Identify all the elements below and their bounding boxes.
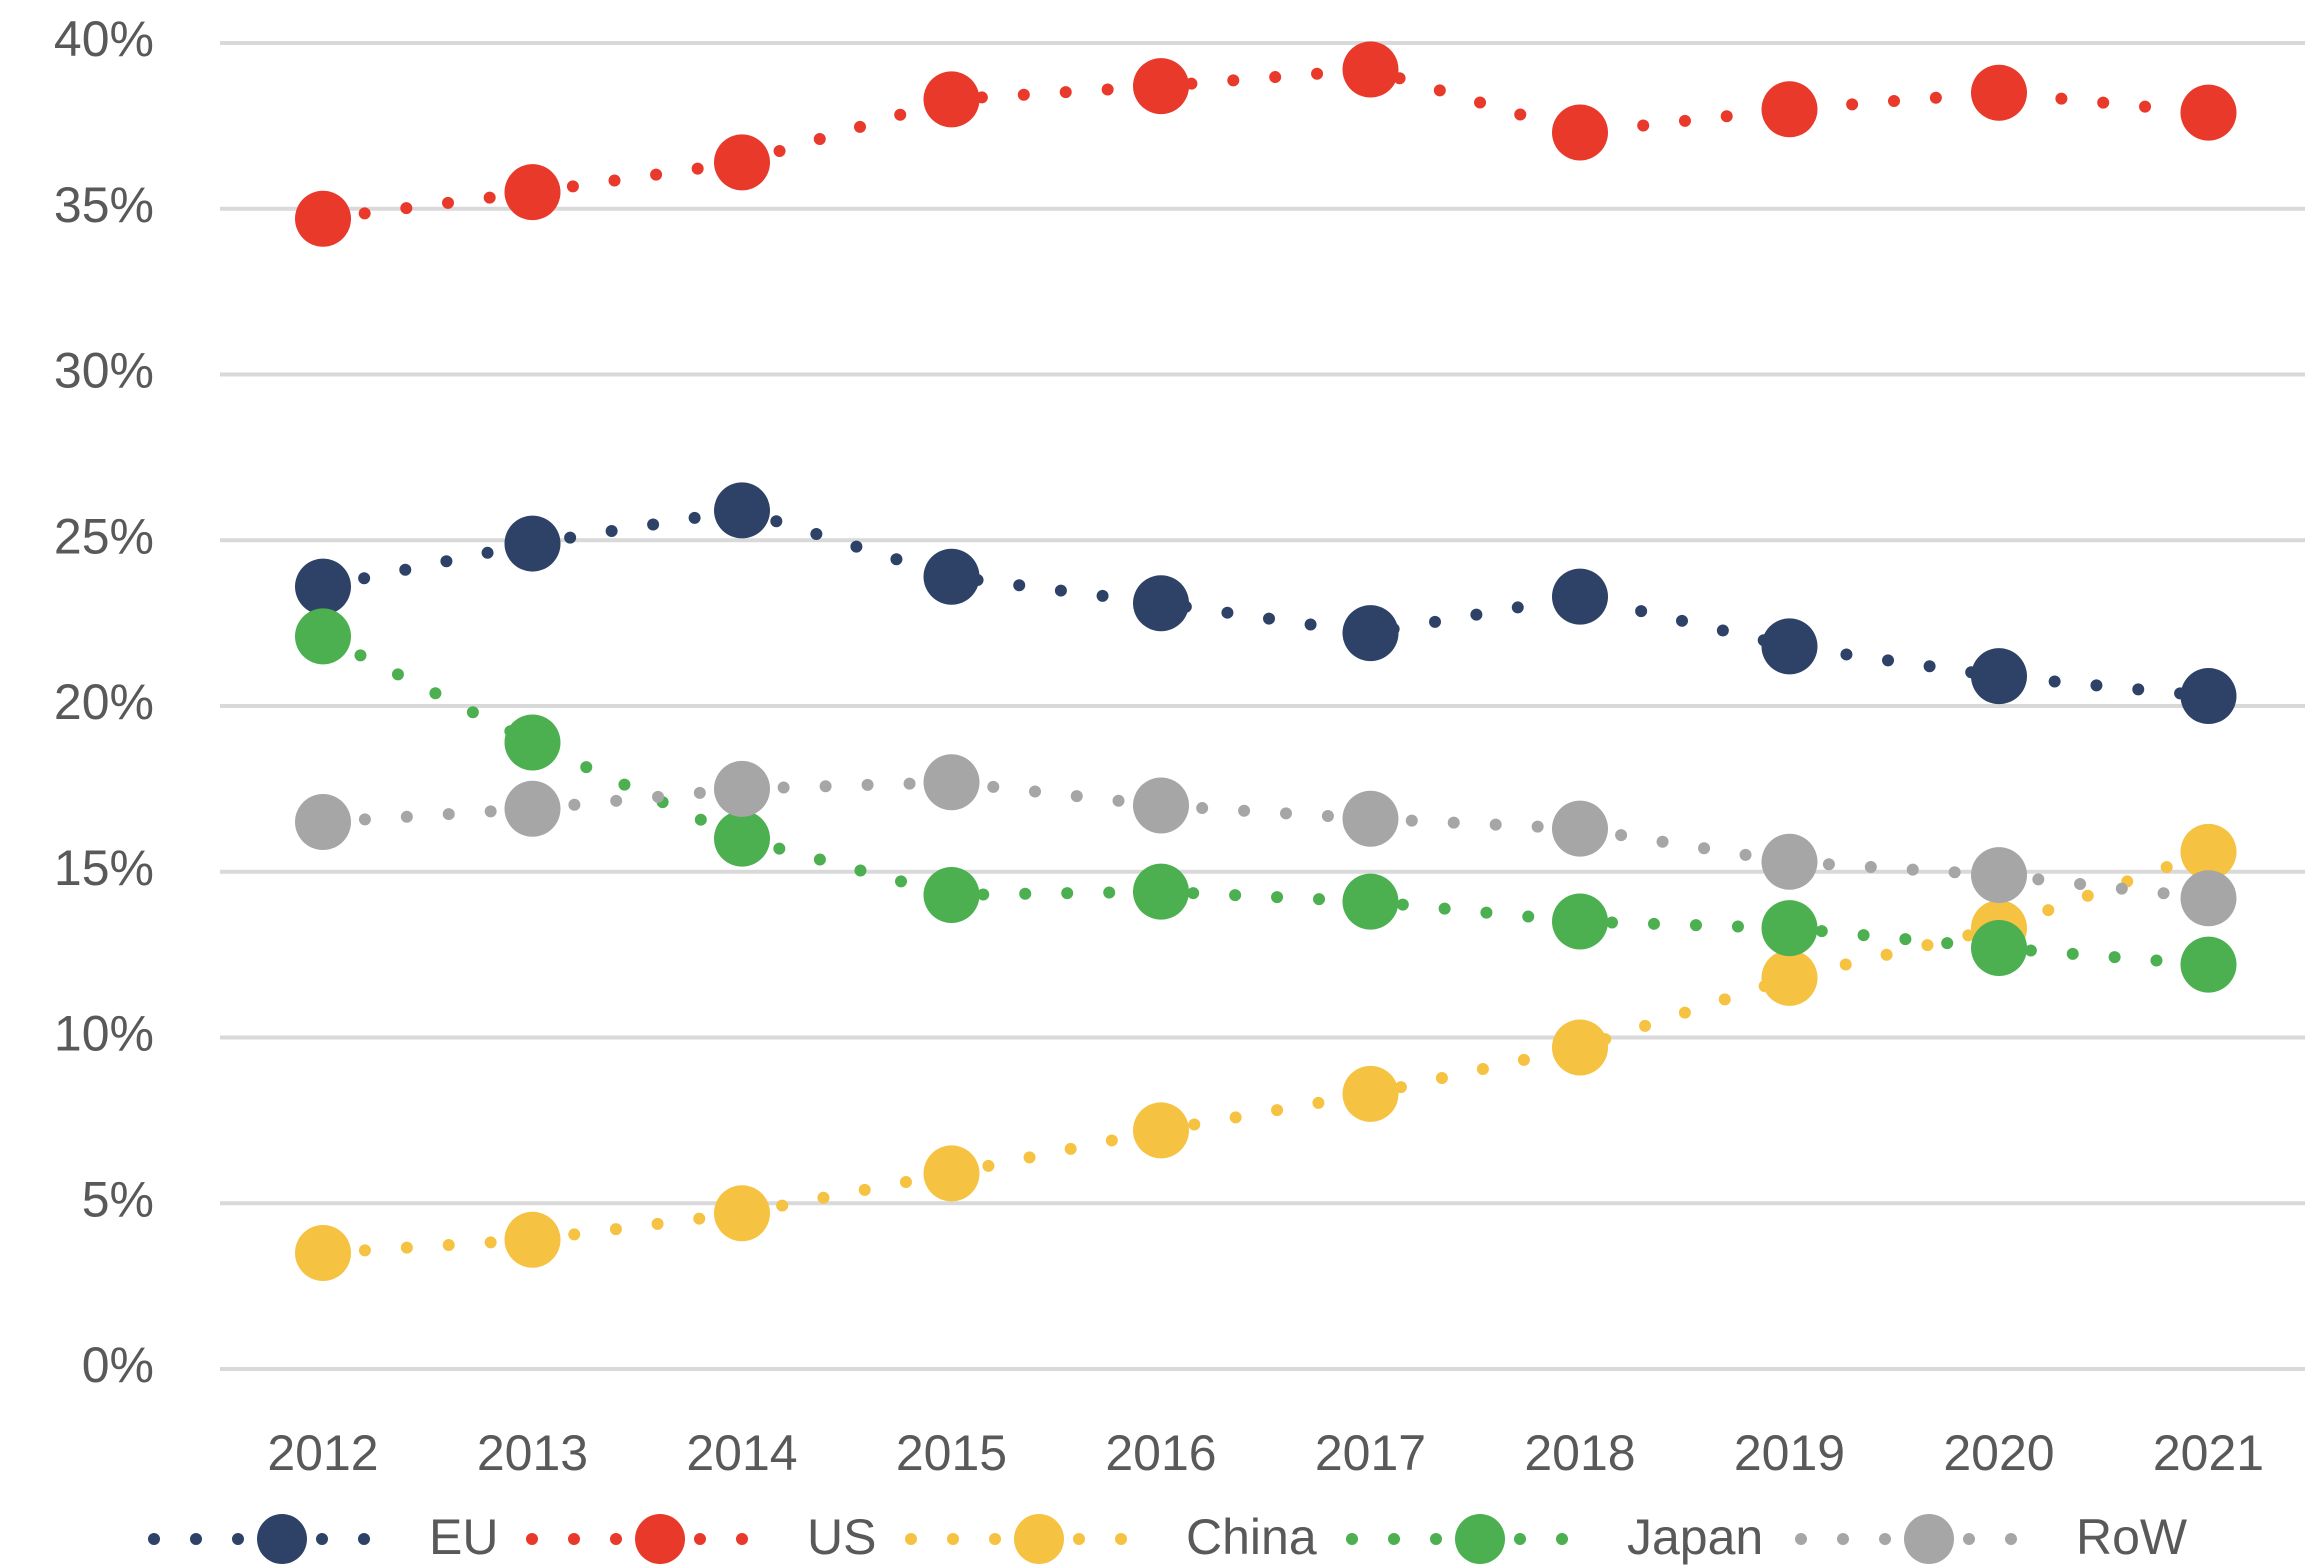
marker [2180,823,2237,880]
x-tick-label: 2021 [2153,1425,2264,1481]
marker [295,1224,351,1281]
legend-label: RoW [2076,1509,2188,1565]
legend-marker [1455,1514,1505,1564]
x-tick-label: 2019 [1734,1425,1845,1481]
x-tick-label: 2017 [1315,1425,1426,1481]
x-tick-label: 2014 [686,1425,797,1481]
marker [2180,668,2237,725]
marker [1342,790,1399,847]
marker [295,608,351,665]
marker [923,1145,980,1202]
marker [2180,870,2237,927]
marker [1552,568,1608,625]
marker [1971,648,2027,705]
marker [504,780,561,837]
marker [1552,800,1608,857]
series-line [317,845,2215,1259]
y-tick-label: 0% [82,1337,154,1393]
marker [1761,618,1818,675]
series-line [317,776,2215,905]
marker [714,134,770,191]
marker [1133,777,1189,834]
y-tick-label: 20% [54,674,154,730]
marker [1552,893,1608,950]
series-line [317,504,2215,703]
marker [1342,41,1399,98]
marker [1133,58,1189,115]
marker [1761,900,1818,957]
y-tick-label: 40% [54,11,154,67]
x-tick-label: 2012 [267,1425,378,1481]
legend-marker [1014,1514,1064,1564]
marker [504,1211,561,1268]
marker [714,810,770,867]
marker [714,760,770,817]
x-tick-label: 2013 [477,1425,588,1481]
marker [714,482,770,539]
legend-marker [1904,1514,1954,1564]
marker [2180,84,2237,141]
marker [1761,833,1818,890]
marker [923,548,980,605]
marker [1761,81,1818,138]
marker [1761,949,1818,1006]
marker [1133,575,1189,632]
marker [1133,863,1189,920]
y-tick-label: 25% [54,508,154,564]
marker [923,71,980,128]
x-tick-label: 2018 [1524,1425,1635,1481]
legend-label: China [1186,1509,1317,1565]
marker [2180,936,2237,993]
y-tick-label: 10% [54,1006,154,1062]
marker [1552,1019,1608,1076]
marker [1552,104,1608,161]
marker [504,714,561,771]
legend-label: Japan [1627,1509,1763,1565]
y-tick-label: 30% [54,343,154,399]
marker [504,164,561,221]
marker [1342,873,1399,930]
marker [295,794,351,851]
marker [923,866,980,923]
legend-label: US [807,1509,876,1565]
x-tick-label: 2015 [896,1425,1007,1481]
y-tick-label: 35% [54,177,154,233]
marker [1342,605,1399,662]
marker [1971,64,2027,121]
legend-marker [635,1514,685,1564]
marker [1342,1065,1399,1122]
series-line [317,630,2215,971]
y-tick-label: 5% [82,1171,154,1227]
marker [295,558,351,615]
marker [1971,919,2027,976]
marker [295,190,351,247]
marker [1971,847,2027,904]
legend-label: EU [429,1509,498,1565]
y-tick-label: 15% [54,840,154,896]
legend-marker [257,1514,307,1564]
x-tick-label: 2016 [1105,1425,1216,1481]
series-line [317,63,2215,225]
marker [1133,1102,1189,1159]
x-tick-label: 2020 [1943,1425,2054,1481]
marker [504,515,561,572]
marker [923,754,980,811]
marker [714,1185,770,1242]
